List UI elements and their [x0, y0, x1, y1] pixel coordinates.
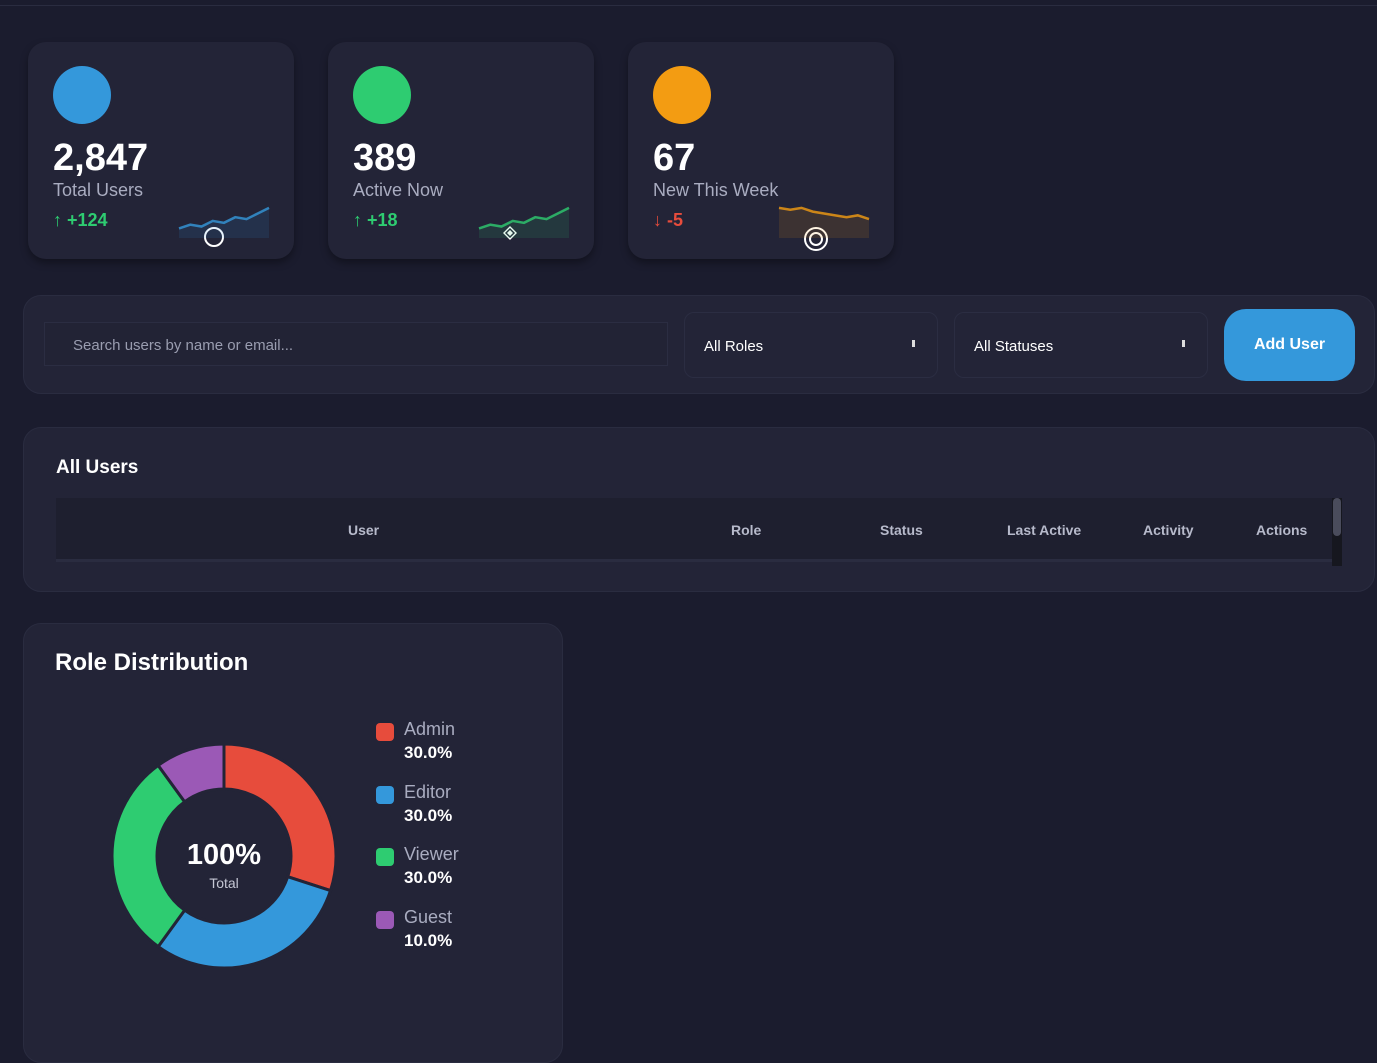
legend-percent: 30.0% — [404, 805, 453, 825]
sparkline-area — [779, 207, 869, 238]
legend-percent: 10.0% — [404, 930, 453, 950]
stat-label: Active Now — [353, 180, 444, 200]
column-header-status[interactable]: Status — [880, 522, 923, 538]
circle-icon — [53, 66, 224, 247]
search-input[interactable]: Search users by name or email... — [44, 322, 668, 366]
users-table-panel: All Users User Role Status Last Active A… — [23, 427, 1375, 592]
legend-swatch — [376, 910, 394, 929]
legend-name: Admin — [404, 719, 456, 739]
column-header-role[interactable]: Role — [731, 522, 762, 538]
stat-value: 2,847 — [53, 137, 149, 179]
legend-swatch — [376, 848, 394, 866]
column-header-user[interactable]: User — [348, 522, 380, 538]
table-scrollbar[interactable] — [1332, 498, 1342, 566]
table-header: User Role Status Last Active Activity Ac… — [56, 498, 1333, 562]
role-select[interactable]: All Roles — [684, 312, 938, 378]
chevron-down-icon — [1182, 340, 1185, 347]
role-distribution-panel: Role Distribution 100% Total Admin 30.0% E… — [23, 623, 563, 1063]
stat-change: ↑ +124 — [53, 210, 108, 230]
donut-slice-guest[interactable] — [156, 743, 226, 804]
column-header-last-active[interactable]: Last Active — [1007, 522, 1082, 538]
diamond-icon — [353, 66, 517, 240]
stat-value: 389 — [353, 137, 417, 179]
donut-chart — [111, 743, 337, 969]
stat-value: 67 — [653, 137, 696, 179]
stat-change: ↓ -5 — [653, 210, 684, 230]
chevron-down-icon — [912, 340, 915, 347]
donut-center-label: Total — [209, 875, 239, 891]
add-user-button[interactable]: Add User — [1224, 309, 1355, 381]
sparkline — [178, 206, 270, 238]
legend-swatch — [376, 723, 394, 741]
sparkline — [478, 206, 570, 238]
role-select-value: All Roles — [704, 338, 764, 355]
table-title: All Users — [56, 457, 139, 478]
role-distribution-title: Role Distribution — [55, 649, 249, 676]
sparkline-line — [478, 206, 570, 230]
stat-card-active-now: 389 Active Now ↑ +18 — [328, 42, 594, 259]
status-select[interactable]: All Statuses — [954, 312, 1208, 378]
legend-name: Viewer — [404, 844, 459, 864]
donut-slice-editor[interactable] — [156, 874, 333, 969]
donut-center-value: 100% — [186, 839, 262, 871]
legend-name: Guest — [404, 906, 453, 927]
filter-bar: Search users by name or email... All Rol… — [23, 295, 1375, 394]
top-divider — [0, 0, 1377, 6]
sparkline-line — [778, 206, 870, 221]
legend-percent: 30.0% — [404, 743, 453, 762]
status-select-value: All Statuses — [974, 338, 1054, 355]
stat-card-new-this-week: 67 New This Week ↓ -5 — [628, 42, 894, 259]
column-header-activity[interactable]: Activity — [1143, 522, 1194, 538]
stat-label: Total Users — [53, 180, 144, 200]
column-header-actions[interactable]: Actions — [1256, 522, 1308, 538]
donut-slice-admin[interactable] — [222, 743, 337, 893]
legend-swatch — [376, 785, 394, 804]
sparkline — [778, 206, 870, 238]
stat-label: New This Week — [653, 180, 779, 200]
stat-card-total-users: 2,847 Total Users ↑ +124 — [28, 42, 294, 259]
legend-name: Editor — [404, 781, 452, 802]
stat-change: ↑ +18 — [353, 210, 398, 230]
target-icon — [653, 66, 828, 251]
legend-percent: 30.0% — [404, 868, 453, 887]
sparkline-line — [178, 206, 270, 230]
donut-slice-viewer[interactable] — [111, 763, 187, 949]
